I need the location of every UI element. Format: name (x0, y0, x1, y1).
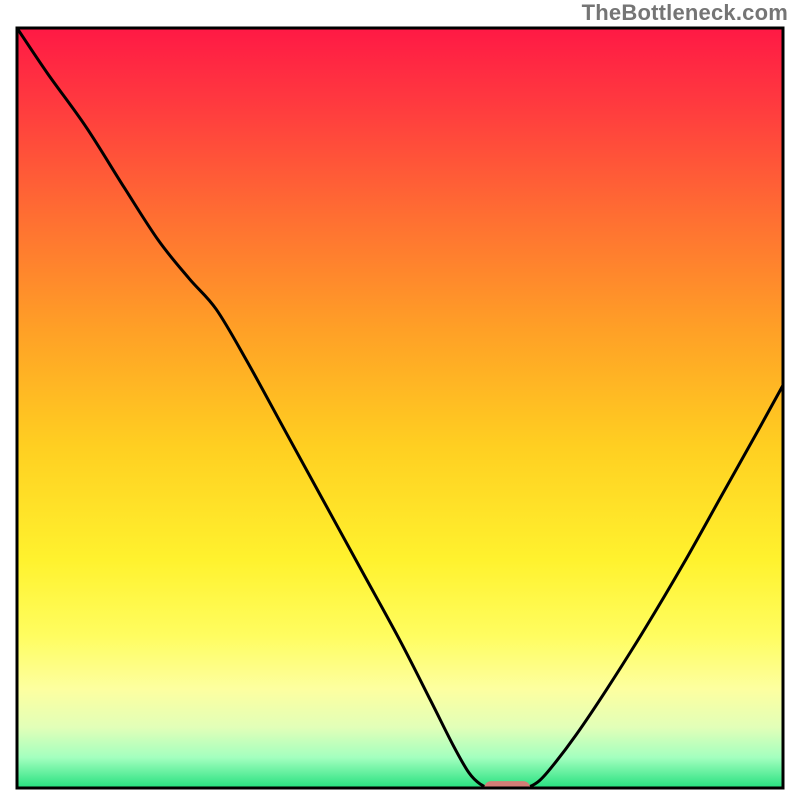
bottleneck-chart: TheBottleneck.com (0, 0, 800, 800)
gradient-background (17, 28, 783, 788)
chart-svg (0, 0, 800, 800)
